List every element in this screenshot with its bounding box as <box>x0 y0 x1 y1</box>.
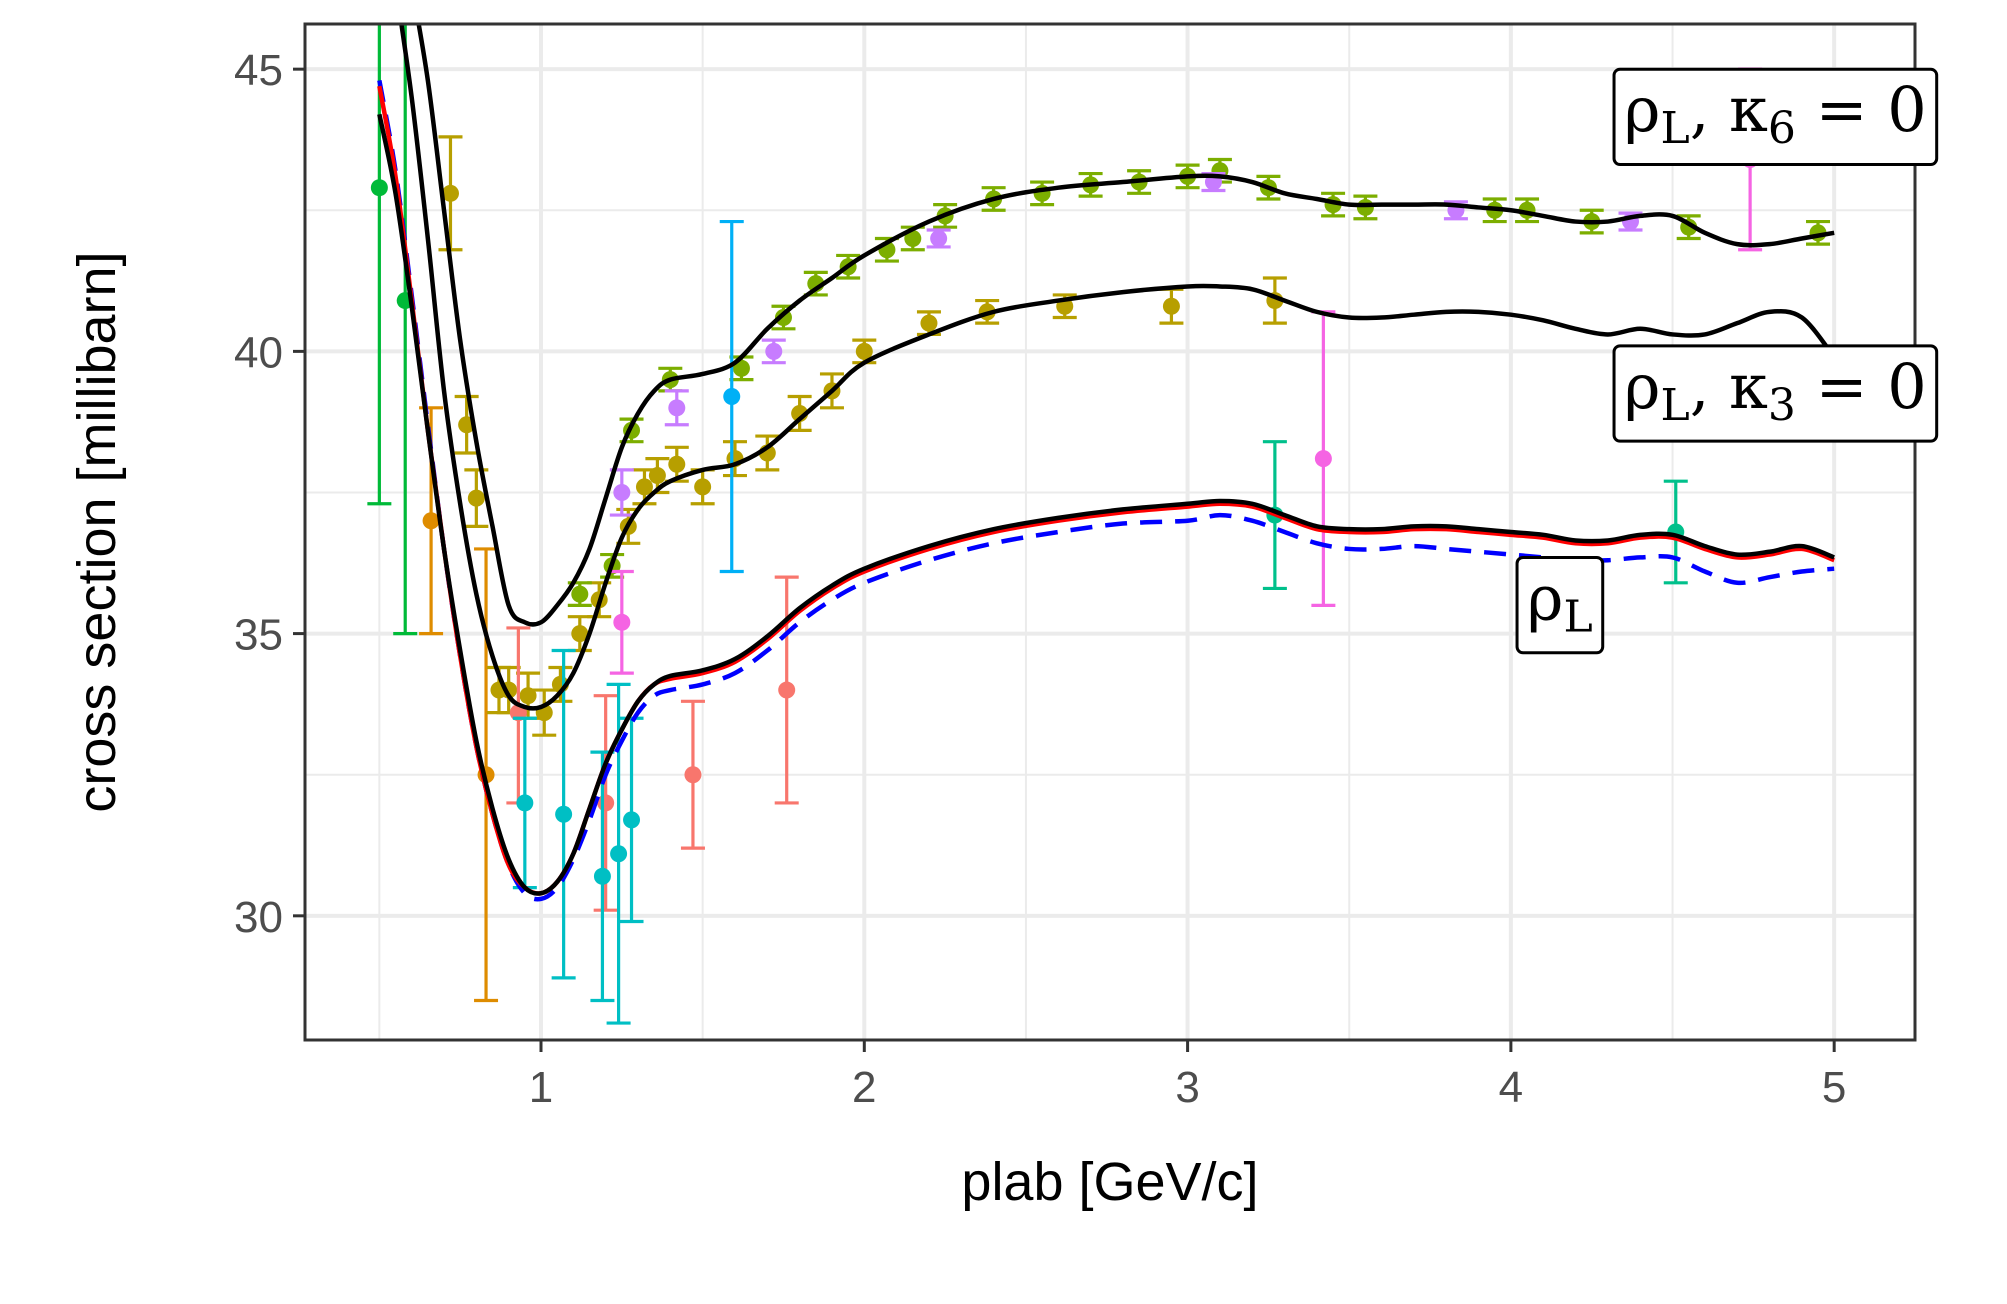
curve-label-sub2: 3 <box>1768 380 1796 431</box>
data-point <box>1262 276 1287 325</box>
data-marker <box>571 625 589 643</box>
data-marker <box>694 478 712 496</box>
solid-curve <box>416 24 1835 627</box>
curve-label-tail: = 0 <box>1796 350 1927 423</box>
curve-label-text: ρL, κ6 = 0 <box>1624 73 1927 154</box>
x-axis-ticks: 1 2 3 4 5 <box>529 1040 1846 1112</box>
plot-border <box>303 22 1917 1042</box>
solid-curve <box>377 113 1835 896</box>
data-point <box>680 699 705 850</box>
data-point <box>464 468 489 528</box>
data-marker <box>648 467 666 485</box>
data-marker <box>610 845 628 863</box>
x-axis-title: plab [GeV/c] <box>961 1152 1258 1212</box>
curve-label-base: ρ <box>1624 350 1660 423</box>
curve-label-text: ρL, κ3 = 0 <box>1624 350 1927 431</box>
y-tick-label: 40 <box>234 328 283 377</box>
data-marker <box>422 512 440 530</box>
curve-label-mid: , κ <box>1690 350 1768 423</box>
data-marker <box>684 766 702 784</box>
y-axis-ticks: 30 35 40 45 <box>234 46 305 942</box>
data-marker <box>778 681 796 699</box>
data-marker <box>1314 450 1332 468</box>
data-marker <box>920 314 938 332</box>
data-point <box>619 716 644 924</box>
data-point <box>916 310 941 337</box>
data-point <box>1515 197 1540 224</box>
y-tick-label: 45 <box>234 46 283 95</box>
data-point <box>664 445 689 483</box>
data-point <box>719 219 744 574</box>
solid-curve <box>399 24 1836 711</box>
data-point <box>590 750 615 1003</box>
data-marker <box>571 585 589 603</box>
data-marker <box>613 613 631 631</box>
curve-labels: ρL, κ6 = 0ρL, κ3 = 0ρL <box>1515 67 1939 655</box>
y-tick-label: 35 <box>234 611 283 660</box>
data-marker <box>593 867 611 885</box>
curve-label-sub1: L <box>1660 380 1689 431</box>
data-point <box>609 468 634 517</box>
data-marker <box>370 179 388 197</box>
data-marker <box>613 483 631 501</box>
data-marker <box>516 794 534 812</box>
data-point <box>1052 293 1077 320</box>
curve-label-sub1: L <box>1660 104 1689 155</box>
data-marker <box>555 805 573 823</box>
data-point <box>606 682 631 1025</box>
curve-label-sub1: L <box>1564 592 1593 643</box>
curve-label: ρL, κ3 = 0 <box>1612 344 1939 443</box>
data-point <box>664 389 689 427</box>
data-marker <box>855 342 873 360</box>
curve-label-sub2: 6 <box>1768 104 1796 155</box>
y-axis-title: cross section [millibarn] <box>67 251 127 812</box>
x-tick-label: 4 <box>1499 1063 1523 1112</box>
data-marker <box>441 184 459 202</box>
data-marker <box>668 399 686 417</box>
curve-label-box <box>1515 555 1605 655</box>
data-marker <box>467 489 485 507</box>
data-marker <box>930 229 948 247</box>
data-marker <box>1356 198 1374 216</box>
x-tick-label: 1 <box>529 1063 553 1112</box>
data-marker <box>668 455 686 473</box>
curve-label-box <box>1612 344 1939 443</box>
data-point <box>551 648 576 980</box>
curve-label-base: ρ <box>1527 561 1563 634</box>
data-marker <box>1162 297 1180 315</box>
data-marker <box>723 388 741 406</box>
data-point <box>729 355 754 382</box>
curve-label-tail: = 0 <box>1796 73 1927 146</box>
data-marker <box>904 229 922 247</box>
curve-label-box <box>1612 67 1939 167</box>
data-point <box>761 338 786 365</box>
x-tick-label: 3 <box>1175 1063 1199 1112</box>
data-point <box>774 575 799 805</box>
data-marker <box>732 359 750 377</box>
data-point <box>926 228 951 249</box>
data-marker <box>623 811 641 829</box>
curve-label-text: ρL <box>1527 561 1593 642</box>
data-marker <box>765 342 783 360</box>
curve-label-mid: , κ <box>1690 73 1768 146</box>
curve-label-base: ρ <box>1624 73 1660 146</box>
curve-label: ρL <box>1515 555 1605 655</box>
minor-gridlines <box>305 24 1915 1040</box>
data-point <box>367 24 392 506</box>
plot-panel <box>305 24 1915 1040</box>
data-point <box>609 569 634 675</box>
y-tick-label: 30 <box>234 893 283 942</box>
curve-label: ρL, κ6 = 0 <box>1612 67 1939 167</box>
x-tick-label: 2 <box>852 1063 876 1112</box>
data-marker <box>597 794 615 812</box>
x-tick-label: 5 <box>1822 1063 1846 1112</box>
